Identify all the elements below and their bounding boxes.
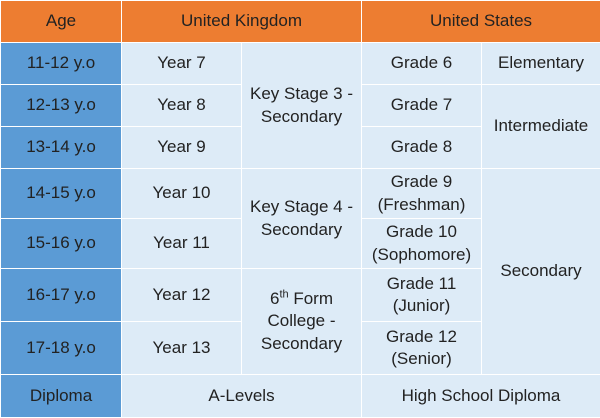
footer-us-diploma: High School Diploma [362, 375, 600, 418]
uk-stage-ks3-line2: Secondary [246, 106, 357, 128]
us-grade-cell: Grade 12 (Senior) [362, 322, 482, 375]
uk-stage-sixth-form-line3: Secondary [246, 333, 357, 355]
us-grade-note: (Senior) [366, 348, 477, 370]
us-grade-cell: Grade 7 [362, 85, 482, 127]
header-row: Age United Kingdom United States [1, 1, 600, 43]
us-level-secondary: Secondary [482, 169, 600, 375]
us-level-intermediate: Intermediate [482, 85, 600, 169]
us-grade-cell: Grade 6 [362, 43, 482, 85]
header-age: Age [1, 1, 122, 43]
uk-year-cell: Year 8 [122, 85, 242, 127]
us-grade-label: Grade 12 [366, 326, 477, 348]
uk-stage-ks3: Key Stage 3 - Secondary [242, 43, 362, 169]
us-grade-note: (Junior) [366, 295, 477, 317]
us-grade-label: Grade 9 [366, 171, 477, 193]
uk-stage-ks4-line2: Secondary [246, 219, 357, 241]
footer-label: Diploma [1, 375, 122, 418]
us-grade-cell: Grade 8 [362, 127, 482, 169]
uk-stage-sixth-form-line2: College - [246, 310, 357, 332]
form-word: Form [289, 289, 333, 308]
age-cell: 14-15 y.o [1, 169, 122, 219]
uk-year-cell: Year 10 [122, 169, 242, 219]
uk-stage-sixth-form-line1: 6th Form [246, 288, 357, 310]
uk-year-cell: Year 9 [122, 127, 242, 169]
age-cell: 15-16 y.o [1, 219, 122, 269]
age-cell: 16-17 y.o [1, 269, 122, 322]
age-cell: 13-14 y.o [1, 127, 122, 169]
footer-uk-diploma: A-Levels [122, 375, 362, 418]
age-cell: 12-13 y.o [1, 85, 122, 127]
uk-year-cell: Year 11 [122, 219, 242, 269]
footer-row: Diploma A-Levels High School Diploma [1, 375, 600, 418]
form-superscript: th [279, 289, 288, 301]
age-cell: 17-18 y.o [1, 322, 122, 375]
uk-year-cell: Year 7 [122, 43, 242, 85]
uk-stage-sixth-form: 6th Form College - Secondary [242, 269, 362, 375]
us-grade-label: Grade 10 [366, 221, 477, 243]
us-grade-note: (Freshman) [366, 194, 477, 216]
header-united-kingdom: United Kingdom [122, 1, 362, 43]
us-grade-note: (Sophomore) [366, 244, 477, 266]
uk-stage-ks4-line1: Key Stage 4 - [246, 196, 357, 218]
uk-stage-ks4: Key Stage 4 - Secondary [242, 169, 362, 269]
uk-stage-ks3-line1: Key Stage 3 - [246, 83, 357, 105]
age-cell: 11-12 y.o [1, 43, 122, 85]
header-united-states: United States [362, 1, 600, 43]
us-grade-cell: Grade 9 (Freshman) [362, 169, 482, 219]
table-row: 14-15 y.o Year 10 Key Stage 4 - Secondar… [1, 169, 600, 219]
table-row: 11-12 y.o Year 7 Key Stage 3 - Secondary… [1, 43, 600, 85]
us-grade-cell: Grade 10 (Sophomore) [362, 219, 482, 269]
uk-year-cell: Year 12 [122, 269, 242, 322]
us-grade-label: Grade 11 [366, 273, 477, 295]
us-level-elementary: Elementary [482, 43, 600, 85]
us-grade-cell: Grade 11 (Junior) [362, 269, 482, 322]
uk-year-cell: Year 13 [122, 322, 242, 375]
